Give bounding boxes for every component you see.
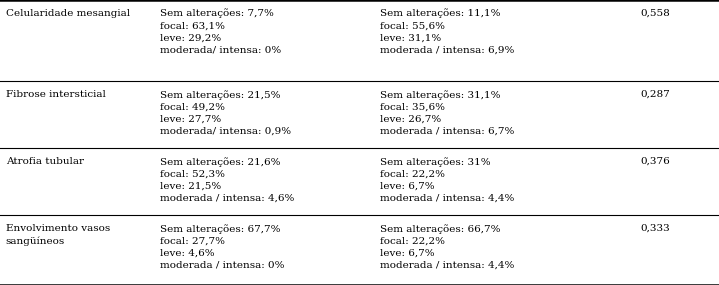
Text: Sem alterações: 66,7%
focal: 22,2%
leve: 6,7%
moderada / intensa: 4,4%: Sem alterações: 66,7% focal: 22,2% leve:… [380, 224, 514, 270]
Text: Fibrose intersticial: Fibrose intersticial [6, 90, 106, 99]
Text: Sem alterações: 67,7%
focal: 27,7%
leve: 4,6%
moderada / intensa: 0%: Sem alterações: 67,7% focal: 27,7% leve:… [160, 224, 285, 270]
Text: 0,376: 0,376 [640, 157, 669, 166]
Text: Sem alterações: 11,1%
focal: 55,6%
leve: 31,1%
moderada / intensa: 6,9%: Sem alterações: 11,1% focal: 55,6% leve:… [380, 9, 514, 55]
Text: 0,558: 0,558 [640, 9, 669, 18]
Text: Sem alterações: 21,6%
focal: 52,3%
leve: 21,5%
moderada / intensa: 4,6%: Sem alterações: 21,6% focal: 52,3% leve:… [160, 157, 295, 203]
Text: Celularidade mesangial: Celularidade mesangial [6, 9, 130, 18]
Text: Sem alterações: 31%
focal: 22,2%
leve: 6,7%
moderada / intensa: 4,4%: Sem alterações: 31% focal: 22,2% leve: 6… [380, 157, 514, 203]
Text: Atrofia tubular: Atrofia tubular [6, 157, 83, 166]
Text: Envolvimento vasos
sangüíneos: Envolvimento vasos sangüíneos [6, 224, 110, 246]
Text: Sem alterações: 21,5%
focal: 49,2%
leve: 27,7%
moderada/ intensa: 0,9%: Sem alterações: 21,5% focal: 49,2% leve:… [160, 90, 291, 136]
Text: 0,333: 0,333 [640, 224, 669, 233]
Text: 0,287: 0,287 [640, 90, 669, 99]
Text: Sem alterações: 7,7%
focal: 63,1%
leve: 29,2%
moderada/ intensa: 0%: Sem alterações: 7,7% focal: 63,1% leve: … [160, 9, 282, 55]
Text: Sem alterações: 31,1%
focal: 35,6%
leve: 26,7%
moderada / intensa: 6,7%: Sem alterações: 31,1% focal: 35,6% leve:… [380, 90, 514, 136]
